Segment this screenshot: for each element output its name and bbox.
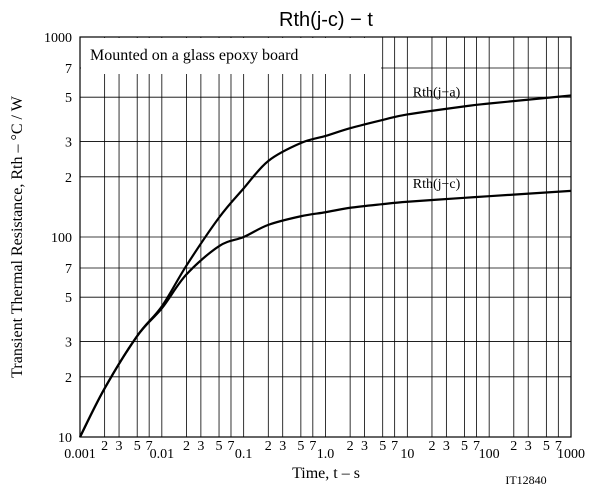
y-tick-label: 100 [51, 231, 72, 246]
x-tick-label: 5 [297, 439, 304, 454]
x-tick-label: 5 [461, 439, 468, 454]
x-tick-label: 2 [183, 439, 190, 454]
y-tick-label: 7 [65, 62, 72, 77]
x-tick-label: 7 [227, 439, 234, 454]
x-tick-label: 3 [116, 439, 123, 454]
x-tick-label: 3 [279, 439, 286, 454]
x-axis-label: Time, t – s [292, 465, 360, 482]
x-tick-label: 100 [479, 447, 500, 462]
x-tick-label: 7 [555, 439, 562, 454]
x-tick-label: 2 [347, 439, 354, 454]
y-tick-label: 1000 [44, 31, 72, 46]
x-tick-label: 7 [146, 439, 153, 454]
y-tick-label: 3 [65, 336, 72, 351]
y-tick-label: 2 [65, 371, 72, 386]
y-tick-label: 2 [65, 171, 72, 186]
y-tick-label: 5 [65, 91, 72, 106]
x-tick-label: 7 [391, 439, 398, 454]
x-tick-label: 10 [400, 447, 414, 462]
annotation: Mounted on a glass epoxy board [90, 47, 298, 64]
series-line [79, 189, 572, 438]
y-tick-label: 7 [65, 262, 72, 277]
series-label: Rth(j−a) [413, 85, 461, 100]
figure-id: IT12840 [505, 473, 546, 487]
x-tick-label: 3 [361, 439, 368, 454]
x-tick-label: 2 [428, 439, 435, 454]
x-tick-label: 5 [543, 439, 550, 454]
x-tick-label: 3 [197, 439, 204, 454]
y-tick-label: 10 [58, 431, 72, 446]
y-tick-label: 5 [65, 291, 72, 306]
x-tick-label: 0.01 [150, 447, 175, 462]
x-tick-label: 3 [525, 439, 532, 454]
x-tick-label: 7 [473, 439, 480, 454]
annotation-box [81, 38, 381, 74]
y-tick-label: 3 [65, 136, 72, 151]
x-tick-label: 0.1 [235, 447, 253, 462]
x-tick-label: 3 [443, 439, 450, 454]
x-tick-label: 5 [216, 439, 223, 454]
series-label: Rth(j−c) [413, 177, 461, 192]
y-axis-label: Transient Thermal Resistance, Rth – °C /… [9, 95, 26, 378]
x-tick-label: 2 [265, 439, 272, 454]
x-tick-label: 5 [134, 439, 141, 454]
x-tick-label: 7 [309, 439, 316, 454]
x-tick-label: 1.0 [317, 447, 335, 462]
x-tick-label: 2 [101, 439, 108, 454]
x-tick-label: 2 [510, 439, 517, 454]
x-tick-label: 1000 [557, 447, 585, 462]
x-tick-label: 0.001 [64, 447, 96, 462]
x-tick-label: 5 [379, 439, 386, 454]
chart-title: Rth(j-c) − t [279, 9, 373, 31]
